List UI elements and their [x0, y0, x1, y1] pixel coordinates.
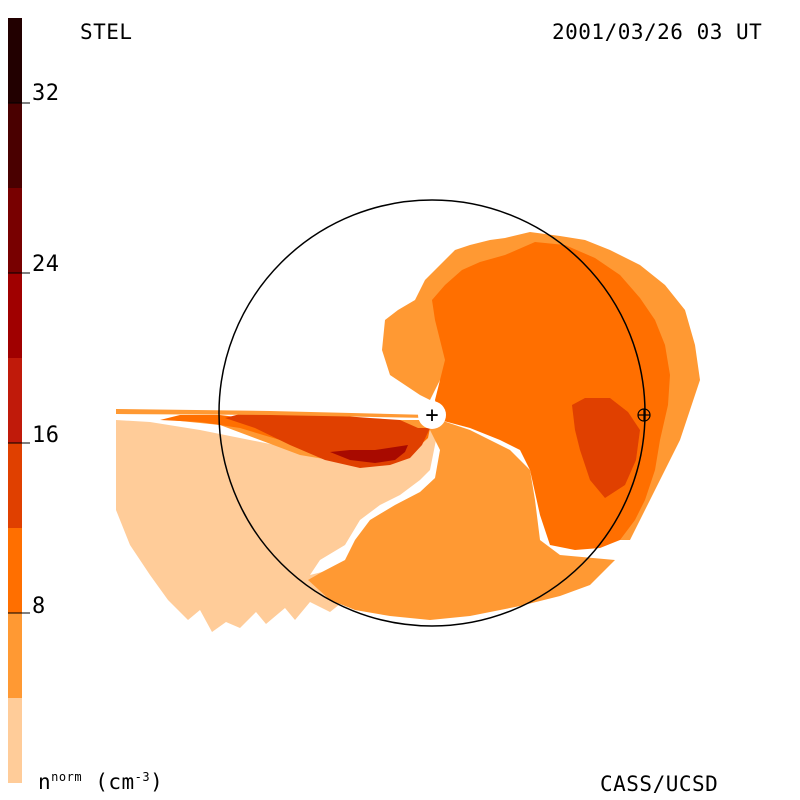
density-region-0-4 [116, 420, 436, 632]
colorbar-band-4 [8, 358, 22, 443]
colorbar-tick-24: 24 [32, 252, 60, 277]
colorbar-tick-8: 8 [32, 594, 46, 619]
density-map [116, 232, 700, 632]
colorbar-band-3 [8, 443, 22, 528]
svg-text:+: + [425, 403, 438, 428]
colorbar-band-2 [8, 528, 22, 613]
sun-icon: + [418, 401, 446, 429]
colorbar-tick-32: 32 [32, 81, 60, 106]
units-label: nnorm (cm-3) [38, 770, 164, 794]
density-streak [116, 409, 430, 418]
colorbar-band-6 [8, 188, 22, 273]
density-region-16-20 [330, 445, 408, 463]
timestamp-label: 2001/03/26 03 UT [552, 20, 763, 44]
credit-label: CASS/UCSD [600, 772, 719, 796]
instrument-label: STEL [80, 20, 133, 44]
colorbar-band-7 [8, 103, 22, 188]
density-region-12-16-right [572, 398, 640, 498]
earth-orbit [218, 199, 646, 627]
earth-icon [637, 408, 651, 422]
color-bar [8, 18, 30, 783]
colorbar-band-1 [8, 613, 22, 698]
colorbar-band-8 [8, 18, 22, 103]
colorbar-tick-16: 16 [32, 423, 60, 448]
density-region-4-8 [170, 420, 615, 620]
colorbar-band-5 [8, 273, 22, 358]
colorbar-band-0 [8, 698, 22, 783]
